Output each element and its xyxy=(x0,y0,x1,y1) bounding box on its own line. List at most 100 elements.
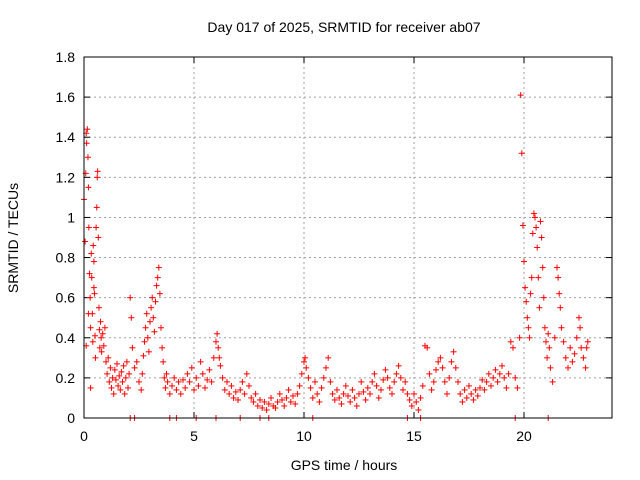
data-point xyxy=(175,378,182,385)
data-point xyxy=(84,154,91,161)
data-point xyxy=(479,376,486,383)
data-point xyxy=(159,344,166,351)
data-point xyxy=(89,338,96,345)
data-point xyxy=(90,284,97,291)
data-point xyxy=(152,298,159,305)
data-point xyxy=(424,344,431,351)
data-point xyxy=(584,338,591,345)
data-point xyxy=(296,382,303,389)
data-point xyxy=(161,374,168,381)
x-tick-label: 5 xyxy=(190,428,198,444)
data-point xyxy=(411,390,417,397)
x-tick-label: 10 xyxy=(296,428,312,444)
data-point xyxy=(274,398,281,405)
data-point xyxy=(279,396,285,403)
data-point xyxy=(446,374,453,381)
data-point xyxy=(88,250,95,257)
data-point xyxy=(144,334,151,341)
data-point xyxy=(263,406,270,413)
data-point xyxy=(303,364,310,371)
data-point xyxy=(246,382,252,389)
data-point xyxy=(86,270,93,277)
data-point xyxy=(147,318,153,325)
data-point xyxy=(127,294,134,301)
data-point xyxy=(145,348,152,355)
data-point xyxy=(393,370,400,377)
data-point xyxy=(318,384,325,391)
data-point xyxy=(516,334,523,341)
data-point xyxy=(499,362,505,369)
data-point xyxy=(557,304,564,311)
data-point xyxy=(87,324,94,331)
data-point xyxy=(287,398,294,405)
data-point xyxy=(158,324,164,331)
data-point xyxy=(248,394,255,401)
data-point xyxy=(316,398,323,405)
data-point xyxy=(534,244,541,251)
data-point xyxy=(562,354,569,361)
data-point xyxy=(338,400,345,407)
data-point xyxy=(523,298,530,305)
data-point xyxy=(356,390,362,397)
data-point xyxy=(164,378,171,385)
data-point xyxy=(395,362,402,369)
chart-title: Day 017 of 2025, SRMTID for receiver ab0… xyxy=(207,19,480,35)
data-point xyxy=(555,274,562,281)
data-point xyxy=(85,310,92,317)
data-point xyxy=(221,386,228,393)
data-point xyxy=(92,354,99,361)
data-point xyxy=(195,382,202,389)
data-point xyxy=(551,334,558,341)
y-tick-label: 1.8 xyxy=(56,49,76,65)
data-point xyxy=(257,396,263,403)
data-point xyxy=(301,358,307,365)
data-point xyxy=(567,344,574,351)
y-tick-label: 0.8 xyxy=(56,250,76,266)
data-point xyxy=(166,390,173,397)
data-point xyxy=(163,370,170,377)
data-point xyxy=(378,386,384,393)
data-point xyxy=(470,396,477,403)
data-point xyxy=(461,386,468,393)
y-tick-label: 1.6 xyxy=(56,89,76,105)
data-point xyxy=(281,402,288,409)
data-point xyxy=(188,364,195,371)
data-point xyxy=(360,388,367,395)
data-point xyxy=(82,238,89,245)
data-point xyxy=(96,344,103,351)
data-point xyxy=(490,374,497,381)
data-point xyxy=(294,390,301,397)
data-point xyxy=(336,394,343,401)
data-point xyxy=(143,310,150,317)
data-point xyxy=(122,374,129,381)
data-point xyxy=(230,394,237,401)
data-point xyxy=(109,374,116,381)
data-point xyxy=(459,398,466,405)
data-point xyxy=(100,342,107,349)
data-point xyxy=(537,218,544,225)
data-point xyxy=(578,344,585,351)
data-point xyxy=(463,394,470,401)
data-point xyxy=(182,384,189,391)
y-tick-label: 0.6 xyxy=(56,290,76,306)
data-point xyxy=(532,214,538,221)
data-point xyxy=(114,360,120,367)
data-point xyxy=(142,324,149,331)
data-point xyxy=(450,348,457,355)
data-point xyxy=(415,406,422,413)
data-point xyxy=(327,378,334,385)
data-point xyxy=(292,400,299,407)
data-point xyxy=(224,378,230,385)
data-point xyxy=(571,350,578,357)
data-point xyxy=(518,150,525,157)
data-point xyxy=(413,398,420,405)
data-point xyxy=(93,224,100,231)
data-point xyxy=(530,210,537,217)
data-point xyxy=(193,374,200,381)
data-point xyxy=(485,370,492,377)
data-point xyxy=(535,274,542,281)
data-point xyxy=(95,234,102,241)
data-point xyxy=(210,354,217,361)
data-point xyxy=(85,224,92,231)
data-point xyxy=(391,378,398,385)
